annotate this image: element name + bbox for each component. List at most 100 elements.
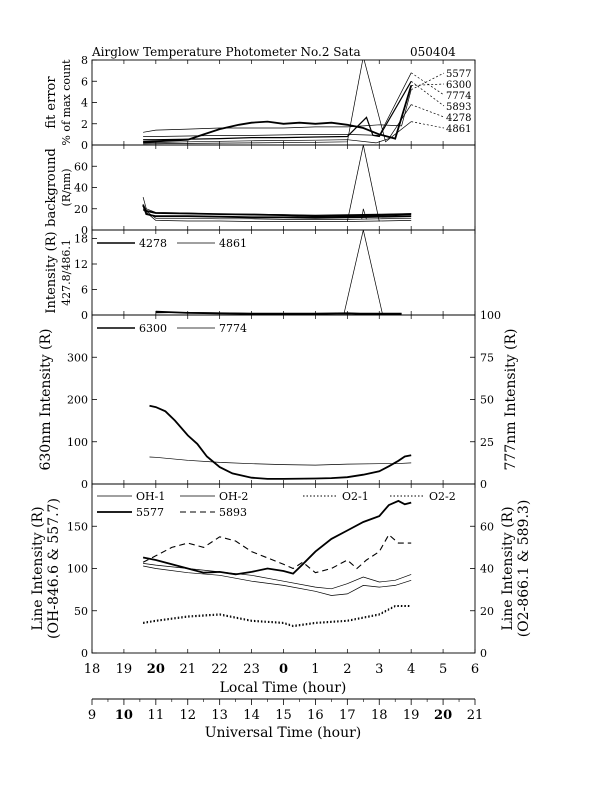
legend-leader bbox=[411, 83, 445, 86]
universal-time-tick-label: 11 bbox=[148, 708, 165, 723]
y-tick-label: 8 bbox=[81, 54, 88, 67]
y-tick-label: 0 bbox=[81, 224, 88, 237]
legend-leader bbox=[411, 72, 445, 91]
legend-label: 4278 bbox=[446, 113, 471, 124]
local-time-tick-label: 1 bbox=[311, 662, 319, 677]
local-time-tick-label: 5 bbox=[439, 662, 447, 677]
legend-label: 5577 bbox=[446, 69, 471, 80]
legend-label: OH-2 bbox=[219, 490, 248, 503]
universal-time-tick-label: 13 bbox=[211, 708, 228, 723]
universal-time-tick-label: 15 bbox=[275, 708, 292, 723]
y-tick-label: 2 bbox=[81, 118, 88, 131]
series-line-bg-spike-2 bbox=[361, 208, 367, 220]
series-line-5577 bbox=[143, 89, 412, 133]
legend-label: 6300 bbox=[446, 80, 471, 91]
legend-leader bbox=[410, 80, 445, 107]
series-line-bg-spike-1 bbox=[346, 145, 380, 222]
series-line-oh-1 bbox=[143, 565, 412, 596]
panel-frame bbox=[91, 314, 476, 485]
axes-layer: 18 19 20 21 22 23 0 1 2 3 4 5 69 10 11 12 13 14 15 16 17 18 19… bbox=[84, 662, 484, 723]
y-right-tick-label: 40 bbox=[480, 563, 494, 576]
y-tick-label: 0 bbox=[81, 309, 88, 322]
series-line-4861 bbox=[143, 60, 412, 145]
y-tick-label: 18 bbox=[74, 233, 88, 246]
y-tick-label: 6 bbox=[81, 284, 88, 297]
series-line-5577 bbox=[142, 499, 412, 576]
y-right-tick-label: 60 bbox=[480, 520, 494, 533]
y-right-tick-label: 20 bbox=[480, 605, 494, 618]
local-time-tick-label: 4 bbox=[407, 662, 415, 677]
local-time-tick-label: 2 bbox=[343, 662, 351, 677]
y-tick-label: 200 bbox=[67, 394, 88, 407]
series-line-o2-1 bbox=[143, 605, 412, 628]
universal-time-tick-label: 12 bbox=[179, 708, 196, 723]
universal-time-tick-label: 17 bbox=[339, 708, 356, 723]
y-right-tick-label: 50 bbox=[480, 394, 494, 407]
series-line-bg-c bbox=[142, 197, 412, 216]
y-axis-label: Intensity (R) bbox=[44, 231, 59, 313]
y-tick-label: 4 bbox=[81, 97, 88, 110]
series-line-4278 bbox=[155, 310, 402, 315]
legend-label: OH-1 bbox=[136, 490, 165, 503]
local-time-tick-label: 22 bbox=[211, 662, 228, 677]
y-axis-label: Line Intensity (R) bbox=[30, 506, 46, 630]
y-axis-label-right: Line Intensity (R) bbox=[500, 506, 516, 630]
series-line-5893 bbox=[142, 533, 412, 574]
y-axis-label: (OH-846.6 & 557.7) bbox=[46, 498, 62, 639]
y-tick-label: 60 bbox=[74, 160, 88, 173]
legend-label: 5577 bbox=[136, 506, 164, 519]
y-tick-label: 40 bbox=[74, 182, 88, 195]
local-time-tick-label: 19 bbox=[116, 662, 133, 677]
universal-time-tick-label: 20 bbox=[434, 708, 452, 723]
y-tick-label: 0 bbox=[81, 647, 88, 660]
y-tick-label: 50 bbox=[74, 605, 88, 618]
universal-time-tick-label: 18 bbox=[371, 708, 388, 723]
date-code: 050404 bbox=[410, 45, 456, 59]
legend-label: 4278 bbox=[139, 237, 167, 250]
series-line-7774 bbox=[143, 72, 412, 137]
chart-title: Airglow Temperature Photometer No.2 Sata bbox=[91, 45, 361, 59]
legend-label: 4861 bbox=[219, 237, 247, 250]
panel-red_line: 0 100 200 300 0 25 50 75 100 630nm Intensity (R) 7… bbox=[38, 309, 519, 491]
y-tick-label: 12 bbox=[74, 258, 88, 271]
universal-time-axis-label: Universal Time (hour) bbox=[205, 725, 362, 741]
legend-label: 4861 bbox=[446, 124, 471, 135]
y-axis-label: 427.8/486.1 bbox=[60, 239, 73, 306]
universal-time-tick-label: 14 bbox=[243, 708, 260, 723]
legend-leader bbox=[410, 72, 445, 96]
y-tick-label: 0 bbox=[81, 478, 88, 491]
legend-label: 7774 bbox=[219, 322, 247, 335]
panel-frame bbox=[91, 59, 476, 146]
legend-label: 6300 bbox=[139, 322, 167, 335]
local-time-tick-label: 3 bbox=[375, 662, 383, 677]
y-right-tick-label: 100 bbox=[480, 309, 501, 322]
legend-leader bbox=[411, 104, 445, 118]
series-line-4861 bbox=[155, 230, 402, 315]
y-right-tick-label: 0 bbox=[480, 647, 487, 660]
legend-label: 5893 bbox=[219, 506, 247, 519]
local-time-tick-label: 0 bbox=[279, 662, 288, 677]
y-axis-label: 630nm Intensity (R) bbox=[38, 328, 54, 470]
panel-fit_error: 0 2 4 6 8 fit error% of max count 557763007774… bbox=[44, 54, 476, 152]
series-line-4278 bbox=[143, 104, 412, 144]
legend-label: O2-2 bbox=[429, 490, 456, 503]
local-time-tick-label: 20 bbox=[147, 662, 165, 677]
y-axis-label: % of max count bbox=[60, 59, 73, 146]
local-time-tick-label: 18 bbox=[84, 662, 101, 677]
legend-leader bbox=[411, 121, 445, 129]
y-axis-label: fit error bbox=[44, 76, 59, 129]
universal-time-tick-label: 19 bbox=[403, 708, 420, 723]
y-axis-label-right: (O2-866.1 & 589.3) bbox=[516, 500, 532, 638]
y-axis-label: (R/nm) bbox=[60, 168, 73, 206]
series-line-6300 bbox=[149, 404, 412, 480]
series-line-6300 bbox=[143, 85, 413, 143]
legend-label: O2-1 bbox=[342, 490, 369, 503]
series-line-bg-e bbox=[142, 209, 412, 222]
local-time-tick-label: 6 bbox=[471, 662, 479, 677]
series-line-7774 bbox=[149, 456, 412, 466]
local-time-tick-label: 23 bbox=[243, 662, 260, 677]
series-line-bg-d bbox=[142, 208, 412, 220]
y-tick-label: 100 bbox=[67, 436, 88, 449]
series-line-bg-a bbox=[142, 205, 412, 218]
